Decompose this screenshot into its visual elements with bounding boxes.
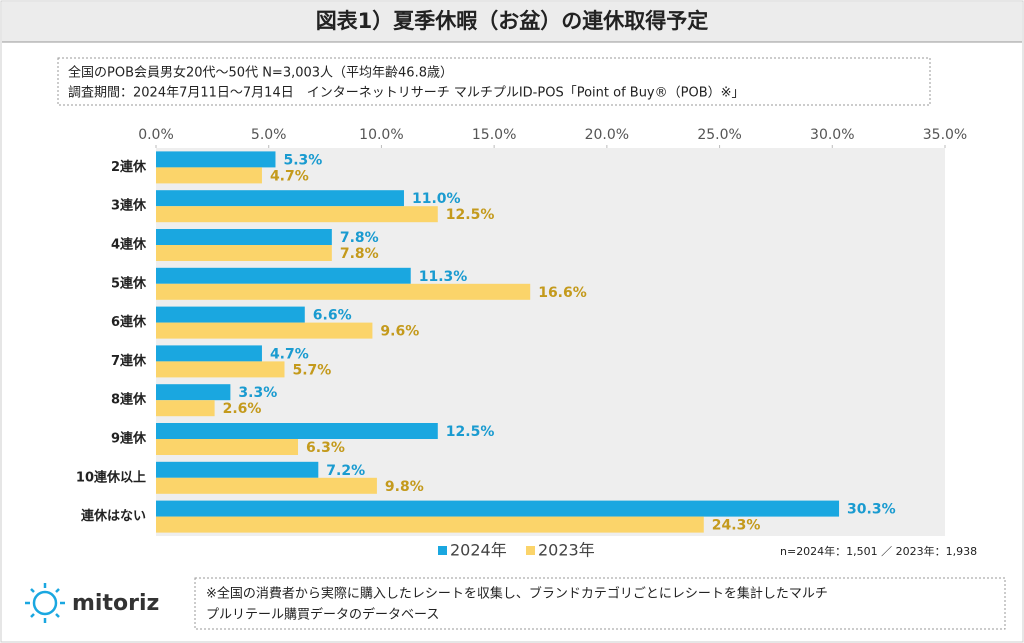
bar [156, 306, 305, 323]
legend-swatch [526, 546, 535, 555]
footnote-line: ※全国の消費者から実際に購入したレシートを収集し、ブランドカテゴリごとにレシート… [206, 586, 828, 602]
y-tick-label: 10連休以上 [76, 469, 146, 485]
data-label: 11.3% [419, 269, 468, 285]
y-tick-label: 3連休 [111, 198, 147, 214]
data-label: 24.3% [712, 518, 761, 534]
x-tick-label: 30.0% [810, 127, 854, 143]
bar [156, 229, 332, 245]
x-tick-label: 20.0% [585, 127, 629, 143]
bar [156, 516, 704, 533]
y-tick-label: 9連休 [111, 431, 147, 447]
x-tick-label: 10.0% [359, 127, 403, 143]
y-tick-label: 5連休 [111, 275, 147, 291]
bar [156, 206, 438, 223]
data-label: 7.2% [326, 463, 365, 479]
data-label: 5.3% [283, 152, 322, 168]
bar [156, 283, 531, 300]
data-label: 9.8% [385, 479, 424, 495]
y-tick-label: 2連休 [111, 159, 147, 175]
chart-title: 図表1）夏季休暇（お盆）の連休取得予定 [316, 9, 709, 33]
bar [156, 477, 377, 494]
bar [156, 361, 285, 378]
bar [156, 167, 262, 184]
logo-text: mitoriz [72, 591, 159, 616]
legend-swatch [438, 546, 447, 555]
bar [156, 267, 411, 284]
data-label: 11.0% [412, 191, 461, 207]
info-box [57, 57, 931, 106]
sample-note: n=2024年：1,501 ／ 2023年：1,938 [780, 544, 977, 558]
y-tick-label: 4連休 [111, 237, 147, 253]
info-line: 調査期間：2024年7月11日～7月14日 インターネットリサーチ マルチプルI… [68, 86, 745, 101]
data-label: 7.8% [340, 246, 379, 262]
logo-icon [25, 583, 65, 623]
bar [156, 423, 438, 439]
bar [156, 190, 404, 207]
title-band [2, 2, 1022, 42]
x-tick-label: 15.0% [472, 127, 516, 143]
bar [156, 345, 262, 362]
y-tick-label: 8連休 [111, 392, 147, 408]
bar [156, 245, 332, 261]
y-tick-label: 連休はない [81, 508, 146, 524]
bar [156, 384, 231, 401]
info-line: 全国のPOB会員男女20代～50代 N=3,003人（平均年齢46.8歳） [68, 65, 453, 81]
data-label: 6.6% [313, 308, 352, 324]
x-tick-label: 5.0% [251, 127, 287, 143]
data-label: 30.3% [847, 502, 896, 518]
x-tick-label: 35.0% [923, 127, 967, 143]
data-label: 7.8% [340, 230, 379, 246]
y-tick-label: 6連休 [111, 314, 147, 330]
bar [156, 461, 319, 478]
data-label: 6.3% [306, 440, 345, 456]
bar [156, 500, 840, 517]
x-tick-label: 0.0% [138, 127, 174, 143]
data-label: 9.6% [380, 324, 419, 340]
data-label: 12.5% [446, 424, 495, 440]
data-label: 3.3% [238, 385, 277, 401]
y-tick-label: 7連休 [111, 353, 147, 369]
bar [156, 400, 215, 417]
data-label: 4.7% [270, 346, 309, 362]
footnote-line: プルリテール購買データのデータベース [206, 607, 439, 623]
data-label: 2.6% [223, 401, 262, 417]
bar [156, 439, 299, 455]
legend-label: 2023年 [538, 541, 595, 560]
data-label: 4.7% [270, 168, 309, 184]
bar [156, 322, 373, 339]
footnote-box [194, 577, 1006, 630]
legend-label: 2024年 [450, 541, 507, 560]
data-label: 16.6% [538, 285, 587, 301]
data-label: 12.5% [446, 207, 495, 223]
x-tick-label: 25.0% [697, 127, 741, 143]
data-label: 5.7% [292, 362, 331, 378]
bar [156, 151, 276, 168]
